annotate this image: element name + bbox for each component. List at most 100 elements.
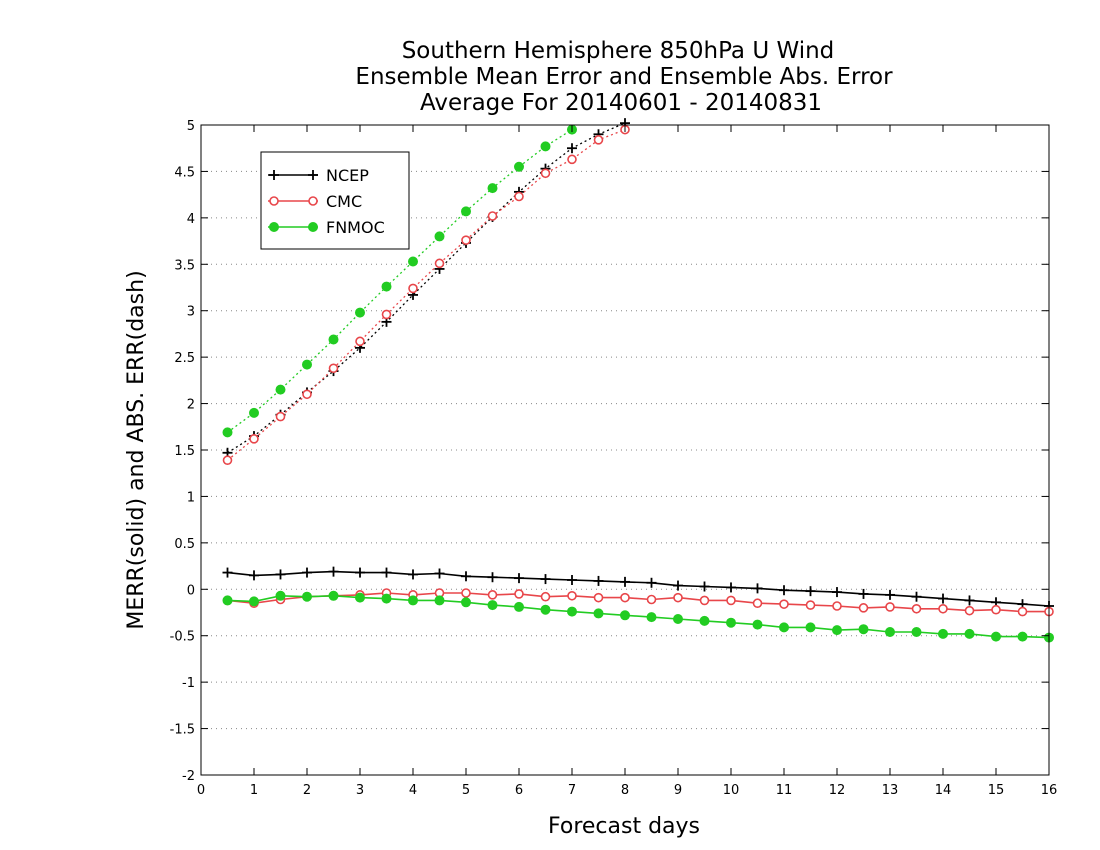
series-line-fnmoc-merr [227,594,1049,639]
data-point-plus [805,586,816,597]
data-point-plus [646,577,657,588]
data-point-plus [381,567,392,578]
data-point-plus [593,575,604,586]
data-point-dot [381,593,392,604]
data-point-plus [752,583,763,594]
y-tick-label: -0.5 [170,630,195,645]
data-point-circle [805,600,816,610]
data-point-dot [514,161,524,172]
x-tick-label: 5 [462,783,470,798]
data-point-dot [355,592,365,603]
x-tick-label: 12 [829,783,846,798]
chart-title: Southern Hemisphere 850hPa U Wind Ensemb… [355,38,893,116]
data-point-plus [514,573,524,584]
data-point-plus [567,575,577,585]
data-point-dot [222,427,233,438]
data-point-dot [461,597,471,608]
data-point-plus [275,569,286,580]
data-point-dot [540,604,551,615]
data-point-dot [673,614,683,624]
data-point-dot [991,631,1001,642]
data-point-dot [408,595,418,606]
x-tick-label: 0 [197,783,205,798]
data-point-circle [249,434,259,444]
x-axis: 0 1 2 3 4 5 6 7 8 9 10 11 12 13 14 15 16 [197,125,1057,798]
y-tick-label: 3.5 [174,258,195,273]
data-point-dot [620,610,630,621]
y-tick-label: 4.5 [174,165,195,180]
series-line-cmc-merr [227,592,1049,613]
data-point-circle [699,595,710,606]
y-tick-label: -1 [182,676,195,691]
data-point-circle [938,603,948,614]
data-point-circle [514,589,524,599]
x-tick-label: 2 [303,783,311,798]
x-tick-label: 3 [356,783,364,798]
data-point-circle [222,455,233,466]
x-tick-label: 7 [568,783,576,798]
data-point-circle [1017,606,1028,617]
data-point-dot [646,612,657,623]
y-tick-label: 2 [187,398,195,413]
data-point-dot [461,206,471,217]
data-point-plus [779,585,789,596]
legend-label-cmc: CMC [326,192,362,211]
x-tick-label: 14 [935,783,952,798]
data-point-plus [964,595,975,606]
data-point-dot [487,600,498,611]
title-line-2: Ensemble Mean Error and Ensemble Abs. Er… [355,64,893,90]
data-point-plus [434,568,445,579]
data-point-circle [487,590,498,600]
data-point-circle [620,592,630,603]
data-point-dot [832,625,842,636]
y-tick-label: 1 [187,490,195,505]
data-point-dot [858,624,869,635]
x-tick-label: 8 [621,783,629,798]
data-point-plus [249,570,259,581]
data-point-dot [699,615,710,626]
series-line-ncep-merr [227,570,1049,607]
data-point-dot [938,628,948,639]
data-point-dot [408,256,418,267]
y-axis: -2 -1.5 -1 -0.5 0 0.5 1 1.5 2 2.5 3 3.5 4 4.5 5 [170,119,1049,784]
x-tick-label: 11 [776,783,793,798]
data-point-dot [381,281,392,292]
data-point-plus [858,588,869,599]
data-point-circle [275,411,286,422]
data-point-dot [514,601,524,612]
x-tick-label: 10 [723,783,740,798]
data-point-dot [308,222,318,232]
data-point-plus [567,143,577,154]
data-point-dot [805,622,816,633]
data-point-circle [593,135,604,145]
y-tick-label: 1.5 [174,444,195,459]
data-point-dot [275,384,286,395]
title-line-3: Average For 20140601 - 20140831 [420,90,822,116]
data-point-dot [222,595,233,606]
data-point-dot [434,231,445,242]
data-point-dot [328,590,339,601]
data-point-plus [911,591,922,602]
data-point-dot [593,608,604,619]
data-point-plus [408,569,418,580]
legend-label-fnmoc: FNMOC [326,218,385,237]
y-axis-label: MERR(solid) and ABS. ERR(dash) [124,270,149,629]
plot-series [222,118,1054,643]
y-tick-label: -1.5 [170,723,195,738]
data-point-dot [964,628,975,639]
x-axis-label: Forecast days [548,814,700,839]
y-tick-label: 2.5 [174,351,195,366]
data-point-dot [567,606,577,617]
data-point-plus [328,566,339,577]
data-point-plus [938,593,948,604]
data-point-circle [434,258,445,269]
data-point-circle [964,605,975,616]
data-point-dot [355,307,365,318]
data-point-circle [461,235,471,245]
grid [201,170,1049,730]
data-point-dot [1017,631,1028,642]
data-point-plus [620,576,630,587]
data-point-dot [249,407,259,418]
data-point-dot [911,627,922,637]
